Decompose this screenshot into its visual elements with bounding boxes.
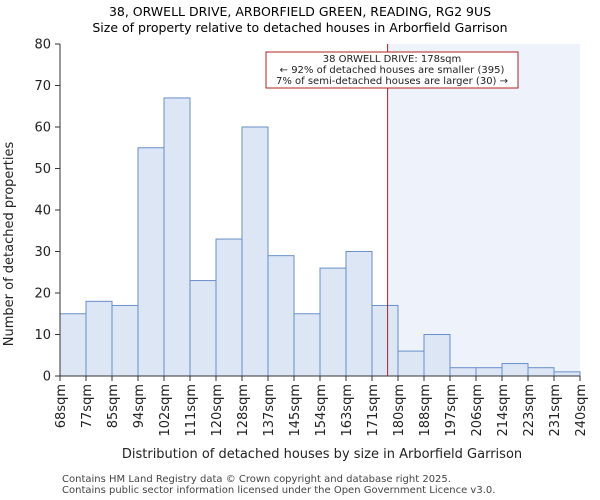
histogram-bar xyxy=(293,313,321,377)
y-tick-label: 70 xyxy=(34,79,51,94)
x-tick-label: 94sqm xyxy=(132,384,147,428)
x-tick-label: 68sqm xyxy=(54,384,69,428)
x-tick-label: 180sqm xyxy=(392,384,407,437)
histogram-bar xyxy=(475,367,503,377)
histogram-bar xyxy=(371,304,399,377)
x-tick-label: 145sqm xyxy=(288,384,303,437)
y-tick-label: 0 xyxy=(43,370,51,385)
x-tick-label: 154sqm xyxy=(314,384,329,437)
histogram-bar xyxy=(501,363,529,377)
histogram-bar xyxy=(215,238,243,377)
histogram-bar xyxy=(527,367,555,377)
histogram-bar xyxy=(241,126,269,377)
y-tick-label: 40 xyxy=(34,204,51,219)
x-tick-label: 231sqm xyxy=(548,384,563,437)
x-tick-label: 197sqm xyxy=(444,384,459,437)
histogram-bar xyxy=(423,334,451,377)
x-tick-label: 128sqm xyxy=(236,384,251,437)
histogram-bar xyxy=(59,313,87,377)
y-tick-label: 60 xyxy=(34,121,51,136)
x-tick-label: 171sqm xyxy=(366,384,381,437)
y-tick-label: 80 xyxy=(34,38,51,53)
annotation-line-2: ← 92% of detached houses are smaller (39… xyxy=(280,65,505,76)
x-tick-label: 223sqm xyxy=(522,384,537,437)
chart-title: 38, ORWELL DRIVE, ARBORFIELD GREEN, READ… xyxy=(108,4,492,19)
x-tick-label: 163sqm xyxy=(340,384,355,437)
x-tick-label: 206sqm xyxy=(470,384,485,437)
histogram-bar xyxy=(189,280,217,377)
histogram-bar xyxy=(345,251,373,377)
y-tick-label: 50 xyxy=(34,162,51,177)
x-tick-label: 77sqm xyxy=(80,384,95,428)
larger-region-shade xyxy=(387,44,580,376)
histogram-bar xyxy=(85,300,113,377)
footer-copyright: Contains HM Land Registry data © Crown c… xyxy=(62,474,451,485)
x-tick-label: 137sqm xyxy=(262,384,277,437)
annotation-line-3: 7% of semi-detached houses are larger (3… xyxy=(276,76,508,87)
histogram-bar xyxy=(553,371,581,377)
x-tick-label: 214sqm xyxy=(496,384,511,437)
histogram-bar xyxy=(319,267,347,377)
chart-subtitle: Size of property relative to detached ho… xyxy=(92,20,508,35)
footer-licence: Contains public sector information licen… xyxy=(62,485,496,496)
y-axis-title: Number of detached properties xyxy=(2,142,17,347)
x-tick-label: 120sqm xyxy=(210,384,225,437)
histogram-bar xyxy=(449,367,477,377)
histogram-bar xyxy=(397,350,425,377)
histogram-bar xyxy=(111,304,139,377)
histogram-bar xyxy=(267,255,295,377)
x-axis-title: Distribution of detached houses by size … xyxy=(122,447,522,462)
y-tick-label: 30 xyxy=(34,245,51,260)
x-tick-label: 111sqm xyxy=(184,384,199,437)
x-tick-label: 188sqm xyxy=(418,384,433,437)
x-tick-label: 240sqm xyxy=(574,384,589,437)
annotation-line-1: 38 ORWELL DRIVE: 178sqm xyxy=(323,54,462,65)
y-tick-label: 20 xyxy=(34,287,51,302)
y-tick-label: 10 xyxy=(34,328,51,343)
x-tick-label: 102sqm xyxy=(158,384,173,437)
histogram-bar xyxy=(137,147,165,377)
histogram-bar xyxy=(163,97,191,377)
x-tick-label: 85sqm xyxy=(106,384,121,428)
annotation-box xyxy=(265,51,519,89)
